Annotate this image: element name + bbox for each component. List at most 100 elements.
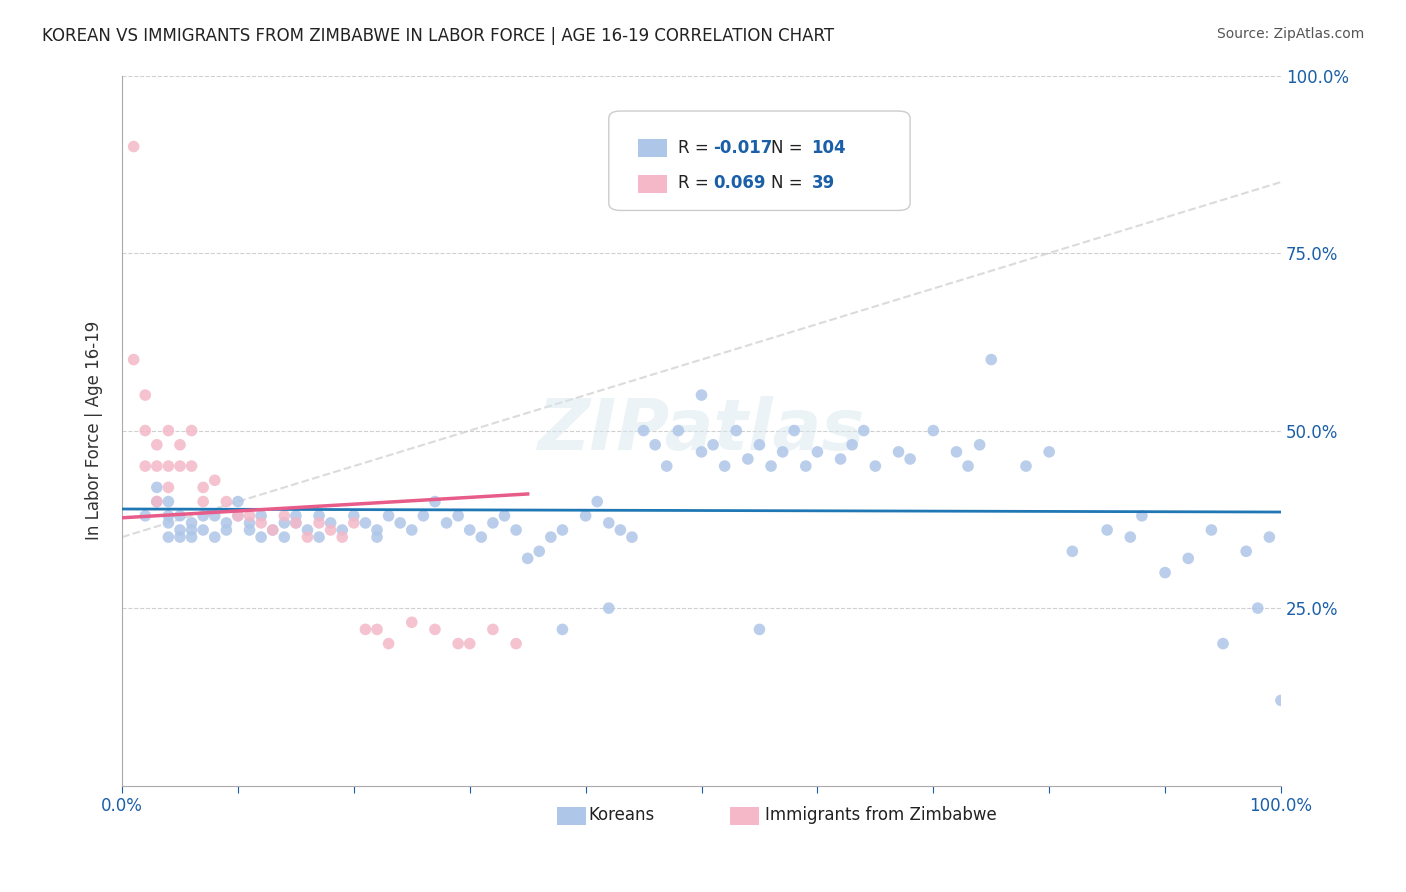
Point [319,523,342,537]
Point [180,424,202,438]
Point [215,494,238,508]
Text: -0.017: -0.017 [713,139,772,157]
Point [1212,637,1234,651]
Point [273,508,295,523]
Point [759,459,782,474]
Point [1015,459,1038,474]
Point [134,388,156,402]
Point [644,438,666,452]
Point [204,530,226,544]
Point [366,523,388,537]
Point [412,508,434,523]
Text: N =: N = [770,175,808,193]
Y-axis label: In Labor Force | Age 16-19: In Labor Force | Age 16-19 [86,321,103,541]
Point [297,523,319,537]
Point [447,637,470,651]
Point [540,530,562,544]
Point [957,459,980,474]
Point [284,516,307,530]
Point [238,516,260,530]
Point [505,637,527,651]
Point [748,438,770,452]
Point [1270,693,1292,707]
Bar [638,139,666,157]
Point [423,623,446,637]
Bar [557,807,586,825]
Point [284,516,307,530]
Point [1038,445,1060,459]
Point [354,516,377,530]
Point [783,424,806,438]
Point [505,523,527,537]
Point [262,523,284,537]
Point [482,516,505,530]
Point [725,424,748,438]
Point [343,516,366,530]
Point [193,508,215,523]
Point [193,523,215,537]
Text: 0.069: 0.069 [713,175,766,193]
Point [841,438,863,452]
Text: 104: 104 [811,139,846,157]
Text: N =: N = [770,139,808,157]
Bar [638,175,666,193]
Point [529,544,551,558]
Point [319,516,342,530]
Point [146,480,169,494]
Point [516,551,538,566]
Point [169,523,191,537]
Point [737,452,759,467]
Point [157,494,180,508]
Point [169,459,191,474]
Point [134,424,156,438]
Point [226,494,249,508]
Point [690,388,713,402]
Point [575,508,598,523]
Point [134,508,156,523]
Point [122,352,145,367]
Point [354,623,377,637]
Point [887,445,910,459]
Point [284,508,307,523]
Point [586,494,609,508]
Point [250,530,273,544]
Point [1177,551,1199,566]
Point [458,523,481,537]
Point [238,523,260,537]
Point [250,516,273,530]
Point [436,516,458,530]
Point [401,615,423,630]
Text: Immigrants from Zimbabwe: Immigrants from Zimbabwe [765,806,997,824]
Text: R =: R = [678,175,714,193]
Point [609,523,631,537]
Bar [731,807,759,825]
Point [180,530,202,544]
Point [343,508,366,523]
Text: Koreans: Koreans [588,806,654,824]
Point [865,459,887,474]
Point [1130,508,1153,523]
Point [215,516,238,530]
Point [146,438,169,452]
Point [122,139,145,153]
Point [193,480,215,494]
Point [945,445,967,459]
Point [458,637,481,651]
Point [157,516,180,530]
Point [146,494,169,508]
Point [146,494,169,508]
Point [1154,566,1177,580]
Point [169,530,191,544]
Text: 39: 39 [811,175,835,193]
Point [157,459,180,474]
Point [308,508,330,523]
Point [204,508,226,523]
Point [157,424,180,438]
Point [470,530,492,544]
Point [273,516,295,530]
Point [1095,523,1118,537]
Point [806,445,828,459]
Point [1247,601,1270,615]
Point [620,530,643,544]
Point [969,438,991,452]
